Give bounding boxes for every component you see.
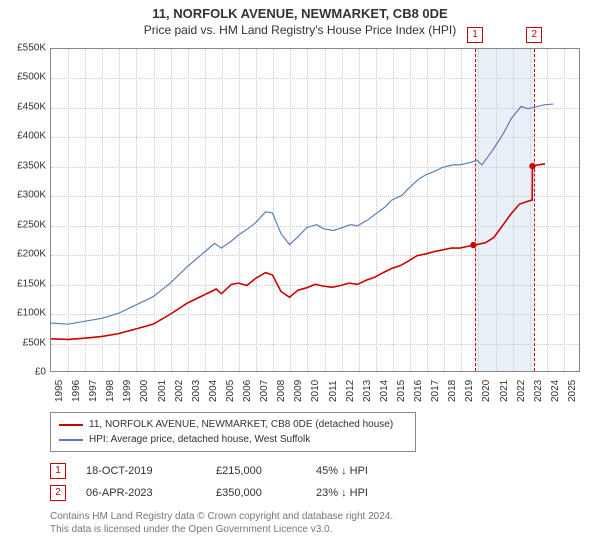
y-tick-label: £100K xyxy=(17,308,46,319)
y-tick-label: £400K xyxy=(17,131,46,142)
legend-swatch xyxy=(59,424,83,426)
y-tick-label: £300K xyxy=(17,190,46,201)
x-tick-label: 2005 xyxy=(225,380,236,402)
x-tick-label: 2019 xyxy=(464,380,475,402)
series-line-property xyxy=(51,164,545,340)
series-line-hpi xyxy=(51,104,553,324)
x-tick-label: 2018 xyxy=(447,380,458,402)
sale-price: £215,000 xyxy=(216,465,296,477)
title-block: 11, NORFOLK AVENUE, NEWMARKET, CB8 0DE P… xyxy=(0,0,600,37)
x-tick-label: 2023 xyxy=(533,380,544,402)
x-tick-label: 2009 xyxy=(293,380,304,402)
legend-item: 11, NORFOLK AVENUE, NEWMARKET, CB8 0DE (… xyxy=(59,417,407,432)
y-tick-label: £50K xyxy=(23,337,46,348)
x-tick-label: 2024 xyxy=(550,380,561,402)
x-tick-label: 2004 xyxy=(208,380,219,402)
sale-marker-flag: 1 xyxy=(467,27,483,43)
sale-date: 18-OCT-2019 xyxy=(86,465,196,477)
x-tick-label: 2014 xyxy=(379,380,390,402)
sale-row-flag: 1 xyxy=(50,463,66,479)
x-tick-label: 2000 xyxy=(139,380,150,402)
sale-vs-hpi: 23% ↓ HPI xyxy=(316,487,406,499)
sale-point xyxy=(529,163,535,169)
legend-swatch xyxy=(59,439,83,441)
x-tick-label: 2020 xyxy=(481,380,492,402)
x-tick-label: 1998 xyxy=(105,380,116,402)
x-tick-label: 2001 xyxy=(157,380,168,402)
x-tick-label: 2022 xyxy=(516,380,527,402)
y-tick-label: £450K xyxy=(17,101,46,112)
y-tick-label: £500K xyxy=(17,72,46,83)
x-tick-label: 2017 xyxy=(430,380,441,402)
chart-plot-area: 12 xyxy=(50,48,580,372)
x-tick-label: 2006 xyxy=(242,380,253,402)
legend: 11, NORFOLK AVENUE, NEWMARKET, CB8 0DE (… xyxy=(50,412,416,452)
x-tick-label: 1996 xyxy=(71,380,82,402)
x-tick-label: 2015 xyxy=(396,380,407,402)
y-tick-label: £250K xyxy=(17,219,46,230)
y-tick-label: £150K xyxy=(17,278,46,289)
x-tick-label: 1995 xyxy=(54,380,65,402)
x-tick-label: 2010 xyxy=(310,380,321,402)
legend-label: HPI: Average price, detached house, West… xyxy=(89,432,310,447)
sale-row: 1 18-OCT-2019 £215,000 45% ↓ HPI xyxy=(50,460,406,482)
sale-price: £350,000 xyxy=(216,487,296,499)
x-tick-label: 2007 xyxy=(259,380,270,402)
sale-row-flag: 2 xyxy=(50,485,66,501)
x-tick-label: 2008 xyxy=(276,380,287,402)
chart-container: 11, NORFOLK AVENUE, NEWMARKET, CB8 0DE P… xyxy=(0,0,600,560)
sale-point xyxy=(470,242,476,248)
x-tick-label: 2011 xyxy=(328,380,339,402)
y-tick-label: £350K xyxy=(17,160,46,171)
sale-vs-hpi: 45% ↓ HPI xyxy=(316,465,406,477)
sale-date: 06-APR-2023 xyxy=(86,487,196,499)
x-tick-label: 1997 xyxy=(88,380,99,402)
x-tick-label: 2016 xyxy=(413,380,424,402)
footnote-line1: Contains HM Land Registry data © Crown c… xyxy=(50,510,580,523)
chart-subtitle: Price paid vs. HM Land Registry's House … xyxy=(0,23,600,37)
x-tick-label: 1999 xyxy=(122,380,133,402)
plot-svg xyxy=(51,49,579,371)
legend-label: 11, NORFOLK AVENUE, NEWMARKET, CB8 0DE (… xyxy=(89,417,393,432)
x-tick-label: 2025 xyxy=(567,380,578,402)
sale-row: 2 06-APR-2023 £350,000 23% ↓ HPI xyxy=(50,482,406,504)
x-tick-label: 2021 xyxy=(499,380,510,402)
chart-title-address: 11, NORFOLK AVENUE, NEWMARKET, CB8 0DE xyxy=(0,6,600,21)
sales-table: 1 18-OCT-2019 £215,000 45% ↓ HPI 2 06-APR-202… xyxy=(50,460,406,504)
y-tick-label: £550K xyxy=(17,43,46,54)
y-tick-label: £0 xyxy=(35,367,46,378)
legend-item: HPI: Average price, detached house, West… xyxy=(59,432,407,447)
footnote-line2: This data is licensed under the Open Gov… xyxy=(50,523,580,536)
sale-marker-flag: 2 xyxy=(526,27,542,43)
y-tick-label: £200K xyxy=(17,249,46,260)
x-tick-label: 2002 xyxy=(174,380,185,402)
x-tick-label: 2012 xyxy=(345,380,356,402)
x-tick-label: 2013 xyxy=(362,380,373,402)
footnote: Contains HM Land Registry data © Crown c… xyxy=(50,510,580,536)
x-tick-label: 2003 xyxy=(191,380,202,402)
